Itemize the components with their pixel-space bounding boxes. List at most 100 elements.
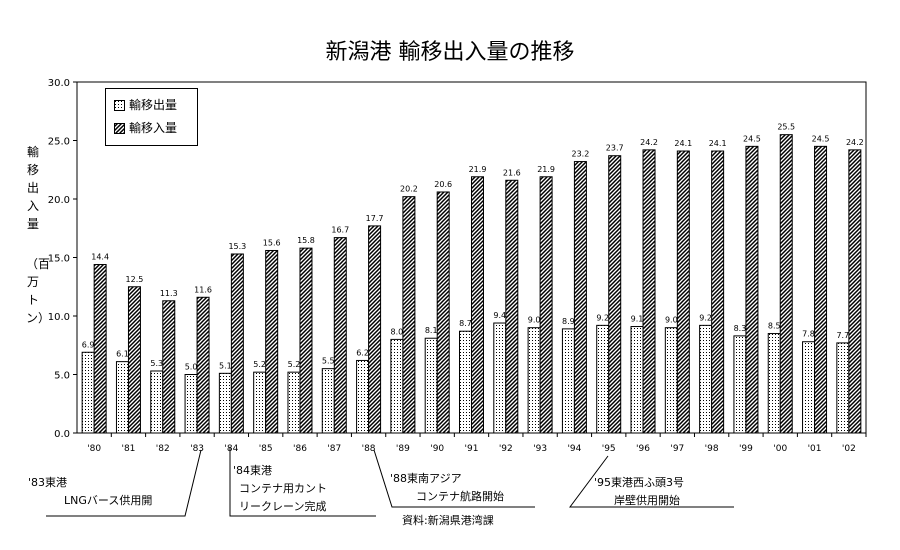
bar-import [608, 155, 622, 434]
bar-export [287, 371, 301, 434]
bar-import [779, 134, 793, 434]
data-label-import: 21.6 [503, 168, 521, 177]
data-label-import: 23.7 [606, 144, 624, 153]
data-label-export: 5.1 [219, 361, 232, 370]
annotation-83-line1: '83東港 [28, 476, 68, 489]
bar-export [699, 324, 713, 434]
x-tick-label: '96 [636, 444, 650, 454]
x-tick-label: '87 [327, 444, 341, 454]
data-label-import: 24.1 [709, 139, 727, 148]
bar-export [527, 327, 541, 434]
bar-export [836, 342, 850, 434]
y-tick-label: 10.0 [48, 312, 70, 323]
bar-export [802, 341, 816, 434]
bar-import [676, 150, 690, 434]
bar-export [115, 361, 129, 434]
annotation-84-line1: '84東港 [233, 464, 273, 477]
x-tick-label: '83 [190, 444, 204, 454]
legend: 輸移出量 輸移入量 [105, 88, 198, 146]
bar-export [630, 326, 644, 434]
bar-import [162, 300, 176, 434]
bar-export [150, 370, 164, 434]
annotation-95: '95東港西ふ頭3号 岸壁供用開始 [594, 474, 684, 510]
data-label-import: 24.1 [674, 139, 692, 148]
bar-export [321, 368, 335, 434]
data-label-import: 24.5 [812, 134, 830, 143]
x-tick-label: '90 [430, 444, 444, 454]
data-label-import: 24.2 [846, 138, 864, 147]
data-label-import: 15.6 [263, 238, 281, 247]
bar-import [368, 225, 382, 434]
bar-export [424, 337, 438, 434]
bar-export [81, 351, 95, 434]
data-label-export: 8.1 [425, 326, 438, 335]
x-tick-label: '93 [533, 444, 547, 454]
x-tick-label: '92 [499, 444, 513, 454]
x-tick-label: '88 [362, 444, 376, 454]
data-label-export: 8.9 [562, 317, 575, 326]
data-label-import: 23.2 [572, 150, 590, 159]
x-tick-label: '99 [739, 444, 753, 454]
bar-export [390, 338, 404, 434]
y-axis-unit: （百万トン） [26, 257, 51, 325]
x-tick-label: '02 [842, 444, 856, 454]
bar-export [218, 372, 232, 434]
data-label-import: 21.9 [537, 165, 555, 174]
data-label-export: 9.0 [528, 316, 541, 325]
x-tick-label: '82 [156, 444, 170, 454]
data-label-import: 11.6 [194, 285, 212, 294]
legend-label-export: 輸移出量 [129, 98, 178, 112]
y-tick-label: 30.0 [48, 78, 70, 89]
data-label-export: 9.2 [699, 313, 712, 322]
callout-line-95 [569, 455, 734, 508]
y-tick-label: 15.0 [48, 254, 70, 265]
data-label-export: 8.3 [734, 324, 747, 333]
legend-label-import: 輸移入量 [129, 121, 178, 135]
data-label-export: 6.1 [116, 350, 129, 359]
y-tick-label: 20.0 [48, 195, 70, 206]
bar-import [265, 249, 279, 434]
data-label-import: 15.8 [297, 236, 315, 245]
x-tick-label: '89 [396, 444, 410, 454]
bar-export [184, 374, 198, 434]
bar-export [493, 322, 507, 434]
annotation-84-line2: コンテナ用カント [239, 482, 327, 495]
data-label-export: 8.5 [768, 322, 781, 331]
data-label-export: 9.2 [596, 313, 609, 322]
data-label-import: 12.5 [126, 275, 144, 284]
x-tick-label: '95 [602, 444, 616, 454]
data-label-export: 9.1 [631, 315, 644, 324]
data-label-export: 5.0 [185, 363, 198, 372]
annotation-88: '88東南アジア コンテナ航路開始 [390, 470, 504, 506]
data-label-export: 6.2 [356, 348, 369, 357]
bar-import [436, 191, 450, 434]
callout-line-83 [46, 449, 202, 517]
bar-export [356, 359, 370, 434]
chart-title: 新潟港 輸移出入量の推移 [325, 40, 575, 65]
bar-import [127, 286, 141, 434]
bar-import [333, 237, 347, 434]
bar-export [733, 335, 747, 434]
data-label-import: 16.7 [331, 226, 349, 235]
annotation-84-line3: リークレーン完成 [239, 500, 327, 513]
legend-swatch-dots [114, 100, 125, 111]
data-label-export: 8.0 [391, 327, 404, 336]
data-label-export: 9.0 [665, 316, 678, 325]
bar-export [253, 371, 267, 434]
x-tick-label: '86 [293, 444, 307, 454]
y-tick-label: 5.0 [54, 371, 70, 382]
data-label-import: 20.2 [400, 185, 418, 194]
data-label-export: 8.7 [459, 319, 472, 328]
bar-import [196, 296, 210, 434]
bar-import [93, 264, 107, 434]
y-axis-label: 輸移出入量 [26, 145, 39, 231]
data-label-import: 24.5 [743, 134, 761, 143]
data-label-export: 5.2 [288, 360, 301, 369]
x-tick-label: '01 [808, 444, 822, 454]
x-tick-label: '97 [670, 444, 684, 454]
bar-import [471, 176, 484, 434]
bar-import [230, 253, 244, 434]
data-label-export: 7.8 [802, 330, 815, 339]
bar-import [711, 150, 725, 434]
x-tick-label: '81 [121, 444, 135, 454]
